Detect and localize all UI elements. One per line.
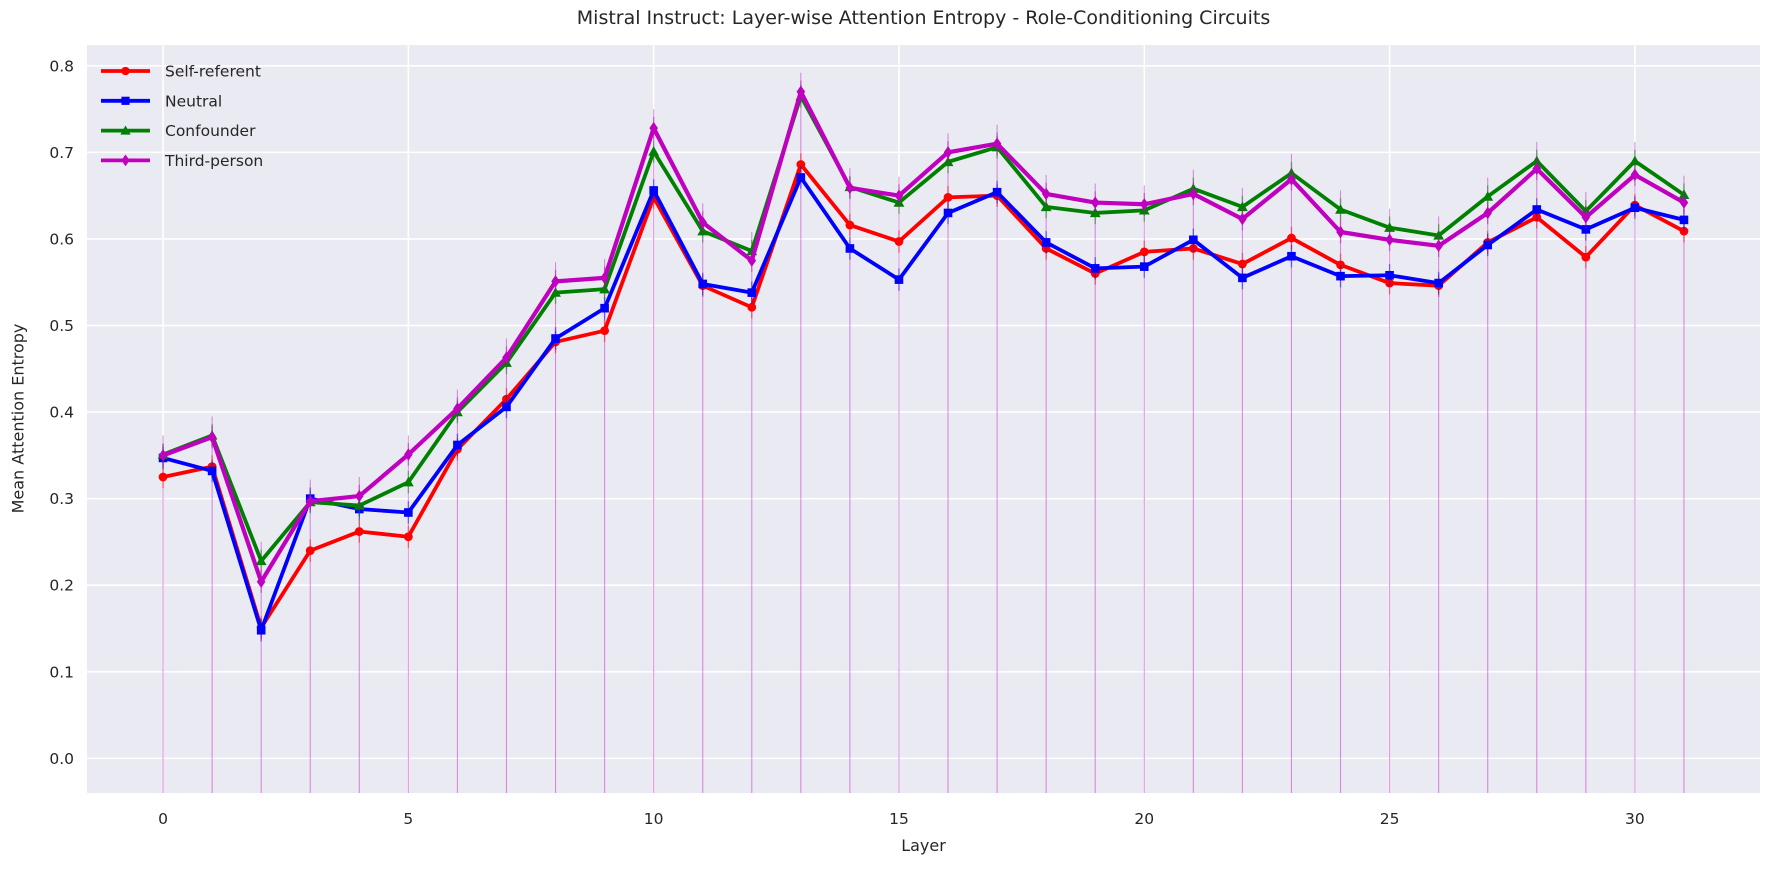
series-third-person bbox=[158, 80, 1689, 594]
x-tick-label: 5 bbox=[403, 810, 413, 828]
series-self-referent bbox=[158, 153, 1689, 639]
x-tick-label: 0 bbox=[158, 810, 168, 828]
x-tick-label: 15 bbox=[889, 810, 909, 828]
layer-vlines bbox=[162, 72, 1685, 793]
x-tick-label: 25 bbox=[1380, 810, 1400, 828]
y-tick-label: 0.8 bbox=[49, 57, 74, 75]
legend-item-neutral: Neutral bbox=[101, 92, 222, 110]
x-tick-label: 20 bbox=[1134, 810, 1154, 828]
x-tick-label: 10 bbox=[644, 810, 664, 828]
legend-item-self-referent: Self-referent bbox=[101, 63, 261, 81]
legend-label: Neutral bbox=[165, 92, 222, 110]
x-axis-label: Layer bbox=[901, 836, 946, 855]
y-tick-label: 0.4 bbox=[49, 404, 74, 422]
y-tick-label: 0.3 bbox=[49, 490, 74, 508]
legend-label: Self-referent bbox=[165, 63, 261, 81]
y-tick-label: 0.2 bbox=[49, 577, 74, 595]
legend-item-confounder: Confounder bbox=[101, 122, 256, 140]
legend-label: Confounder bbox=[165, 122, 256, 140]
y-tick-label: 0.7 bbox=[49, 144, 74, 162]
legend-item-third-person: Third-person bbox=[101, 152, 263, 170]
y-tick-label: 0.1 bbox=[49, 663, 74, 681]
legend-label: Third-person bbox=[164, 152, 263, 170]
gridlines bbox=[87, 45, 1760, 793]
y-tick-label: 0.0 bbox=[49, 750, 74, 768]
y-tick-label: 0.5 bbox=[49, 317, 74, 335]
x-tick-label: 30 bbox=[1625, 810, 1645, 828]
plot-area bbox=[87, 45, 1760, 793]
y-tick-label: 0.6 bbox=[49, 230, 74, 248]
legend: Self-referent Neutral Confounder Third-pers… bbox=[101, 63, 263, 170]
y-axis-label: Mean Attention Entropy bbox=[8, 323, 28, 514]
chart-title: Mistral Instruct: Layer-wise Attention E… bbox=[576, 7, 1271, 29]
tick-labels: 0.0 0.1 0.2 0.3 0.4 0.5 0.6 0.7 0.8 0 5 10 15 20 25 30 bbox=[49, 57, 1644, 828]
